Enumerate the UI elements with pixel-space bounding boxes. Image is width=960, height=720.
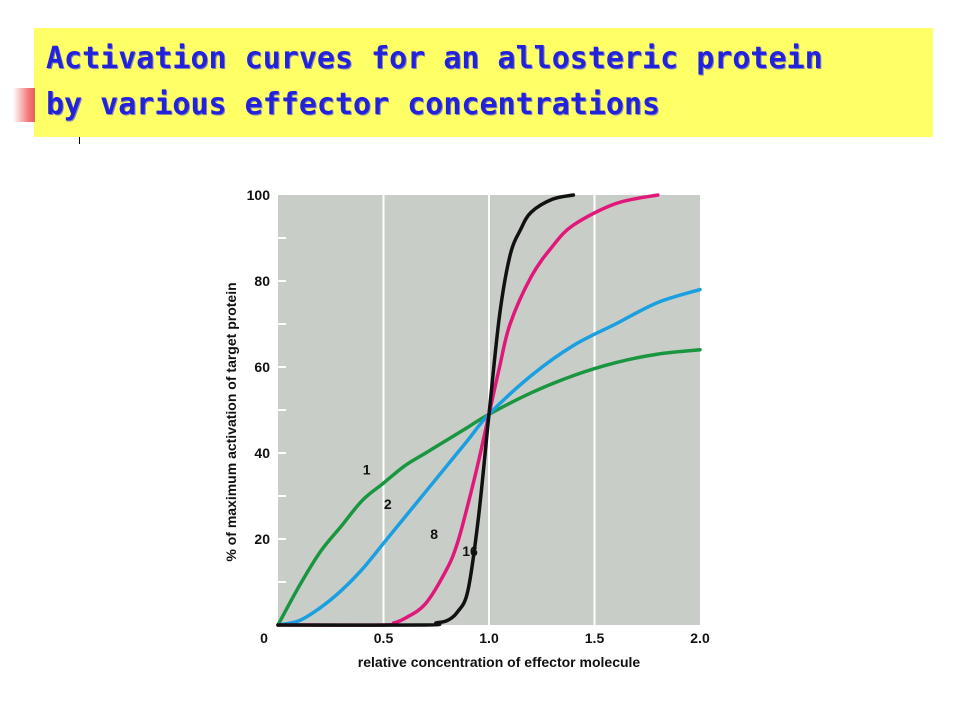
- x-tick-labels: 0 0.5 1.0 1.5 2.0: [260, 630, 710, 646]
- curve-series-8: [276, 193, 660, 627]
- x-tick-label: 2.0: [690, 630, 710, 646]
- y-tick-label: 100: [247, 187, 271, 203]
- y-axis-label: % of maximum activation of target protei…: [223, 282, 239, 561]
- curve-series-16: [276, 193, 576, 627]
- minor-ticks: [278, 237, 286, 583]
- x-tick-label: 0.5: [374, 630, 394, 646]
- title-banner: Activation curves for an allosteric prot…: [34, 28, 933, 137]
- curve-labels: 1 2 8 16: [363, 462, 478, 560]
- x-tick-label: 1.0: [479, 630, 499, 646]
- x-tick-label: 1.5: [585, 630, 605, 646]
- y-tick-label: 20: [254, 531, 270, 547]
- curve-label-1: 1: [363, 462, 371, 478]
- curves: [276, 193, 702, 627]
- y-tick-label: 80: [254, 273, 270, 289]
- y-tick-label: 40: [254, 445, 270, 461]
- x-axis-label: relative concentration of effector molec…: [358, 654, 641, 670]
- curve-label-8: 8: [430, 526, 438, 542]
- curve-series-1: [276, 348, 702, 627]
- x-tick-label: 0: [260, 630, 268, 646]
- title-line-1: Activation curves for an allosteric prot…: [46, 41, 823, 76]
- decorative-tick: [79, 137, 80, 144]
- decorative-accent: [13, 88, 35, 122]
- curve-label-2: 2: [384, 496, 392, 512]
- curve-series-2: [276, 287, 702, 627]
- y-tick-label: 60: [254, 359, 270, 375]
- title-line-2: by various effector concentrations: [46, 87, 661, 122]
- y-tick-labels: 20 40 60 80 100: [247, 187, 271, 547]
- curve-label-16: 16: [462, 543, 478, 559]
